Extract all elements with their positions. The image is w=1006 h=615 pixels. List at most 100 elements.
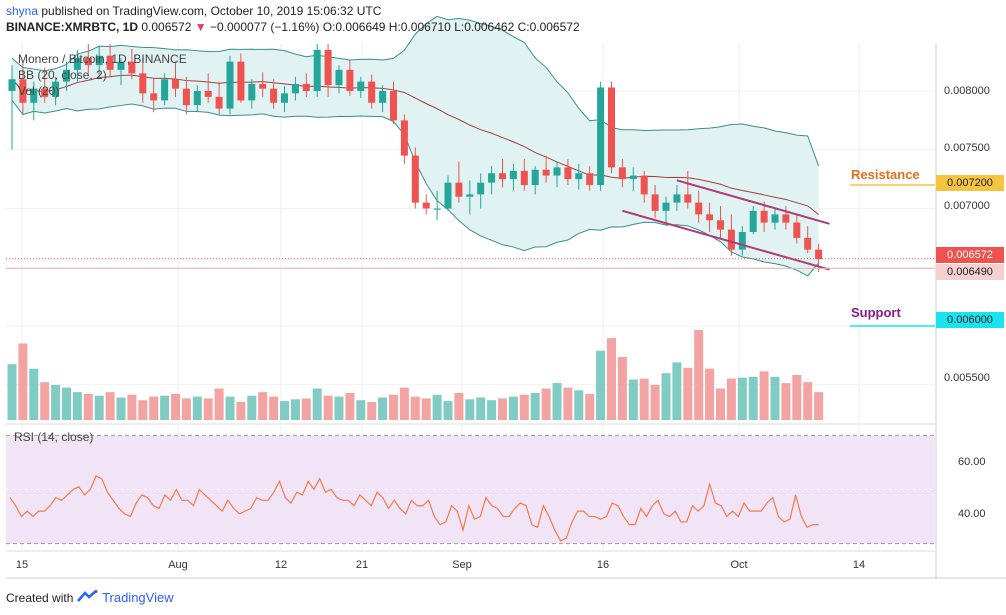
candle-body [324,49,332,86]
volume-bar [356,400,366,420]
volume-bar [301,398,311,420]
price-change: −0.000077 (−1.16%) [209,20,320,34]
candle-body [63,69,70,82]
tradingview-logo-icon[interactable] [76,590,99,605]
support-price-tag: 0.006000 [936,312,1004,328]
candle-body [95,55,103,66]
candle-body [509,170,517,180]
series-title[interactable]: Monero / Bitcoin, 1D, BINANCE [18,52,187,66]
volume-bar [280,401,289,420]
volume-bar [192,396,202,420]
down-arrow-icon: ▼ [194,20,207,34]
volume-bar [694,330,704,420]
candle-body [575,173,583,180]
rsi-line [9,475,819,542]
resistance-price-tag: 0.007200 [936,175,1004,191]
candle-body [73,58,81,70]
candle-body [771,214,779,223]
candle-body [270,88,278,103]
bollinger-band-fill [12,16,819,276]
time-tick-label: 12 [274,559,288,571]
rsi-tick-label: 40.00 [958,508,986,520]
volume-bar [661,373,671,420]
volume-bar [290,399,300,420]
candle-body [215,96,223,109]
volume-bar [639,378,649,420]
low-price-tag: 0.006490 [936,264,1004,280]
candle-body [488,173,496,183]
candle-body [52,81,60,97]
rsi-legend[interactable]: RSI (14, close) [14,430,94,444]
candle-body [738,232,746,250]
published-text: published on TradingView.com, October 10… [41,4,382,18]
volume-bar [18,343,28,420]
time-tick-label: Sep [452,559,472,571]
volume-bar [410,396,420,420]
candle-body [815,249,823,260]
volume-bar [51,384,61,420]
candle-body [390,91,397,121]
time-tick-label: Oct [730,559,748,571]
bb-legend[interactable]: BB (20, close, 2) [18,68,107,82]
candle-body [499,173,506,180]
volume-bar [367,402,377,420]
volume-bar [716,388,725,420]
volume-bar [334,396,344,420]
time-tick-label: Aug [168,559,188,571]
candle-body [477,182,485,195]
candle-body [706,214,714,221]
tradingview-brand[interactable]: TradingView [102,590,174,605]
candle-body [291,83,299,94]
volume-bar [29,368,39,420]
candle-body [182,88,190,106]
candle-body [84,58,92,66]
author-name[interactable]: shyna [6,4,39,18]
candle-body [760,210,768,223]
candle-body [564,167,572,180]
volume-bar [171,393,180,420]
candle-body [444,182,452,209]
volume-bar [214,388,224,420]
price-tick-label: 0.008000 [944,85,990,97]
candle-body [586,173,594,185]
candle-body [259,83,267,89]
volume-bar [781,383,791,420]
candle-body [662,202,670,211]
volume-bar [574,390,584,420]
time-tick-label: 16 [596,559,610,571]
publish-line: shyna published on TradingView.com, Octo… [6,4,381,18]
volume-bar [508,396,518,420]
volume-bar [498,398,507,420]
candle-body [139,73,147,94]
price-tick-label: 0.005500 [944,372,990,384]
candle-body [161,79,169,101]
volume-bar [650,384,660,420]
candle-body [172,79,179,89]
volume-bar [672,362,682,420]
time-tick-label: 15 [15,559,29,571]
volume-bar [563,387,573,420]
volume-bar [138,400,148,420]
volume-legend[interactable]: Vol (20) [18,84,60,98]
candle-body [717,220,724,230]
candle-body [520,170,528,185]
volume-bar [596,350,606,420]
candle-body [128,61,136,74]
candle-body [782,214,790,223]
created-with-text: Created with [6,591,74,605]
volume-bar [225,396,235,420]
candle-body [618,167,626,180]
footer: Created with TradingView [6,590,174,605]
candle-body [466,194,474,197]
volume-bar [149,396,159,420]
candle-body [237,61,245,101]
volume-bar [814,392,824,420]
candle-body [19,79,27,103]
volume-bar [323,395,333,420]
volume-bar [181,398,191,420]
volume-bar [345,393,355,420]
volume-bar [72,392,82,420]
candle-body [553,167,561,176]
candle-body [357,81,365,91]
